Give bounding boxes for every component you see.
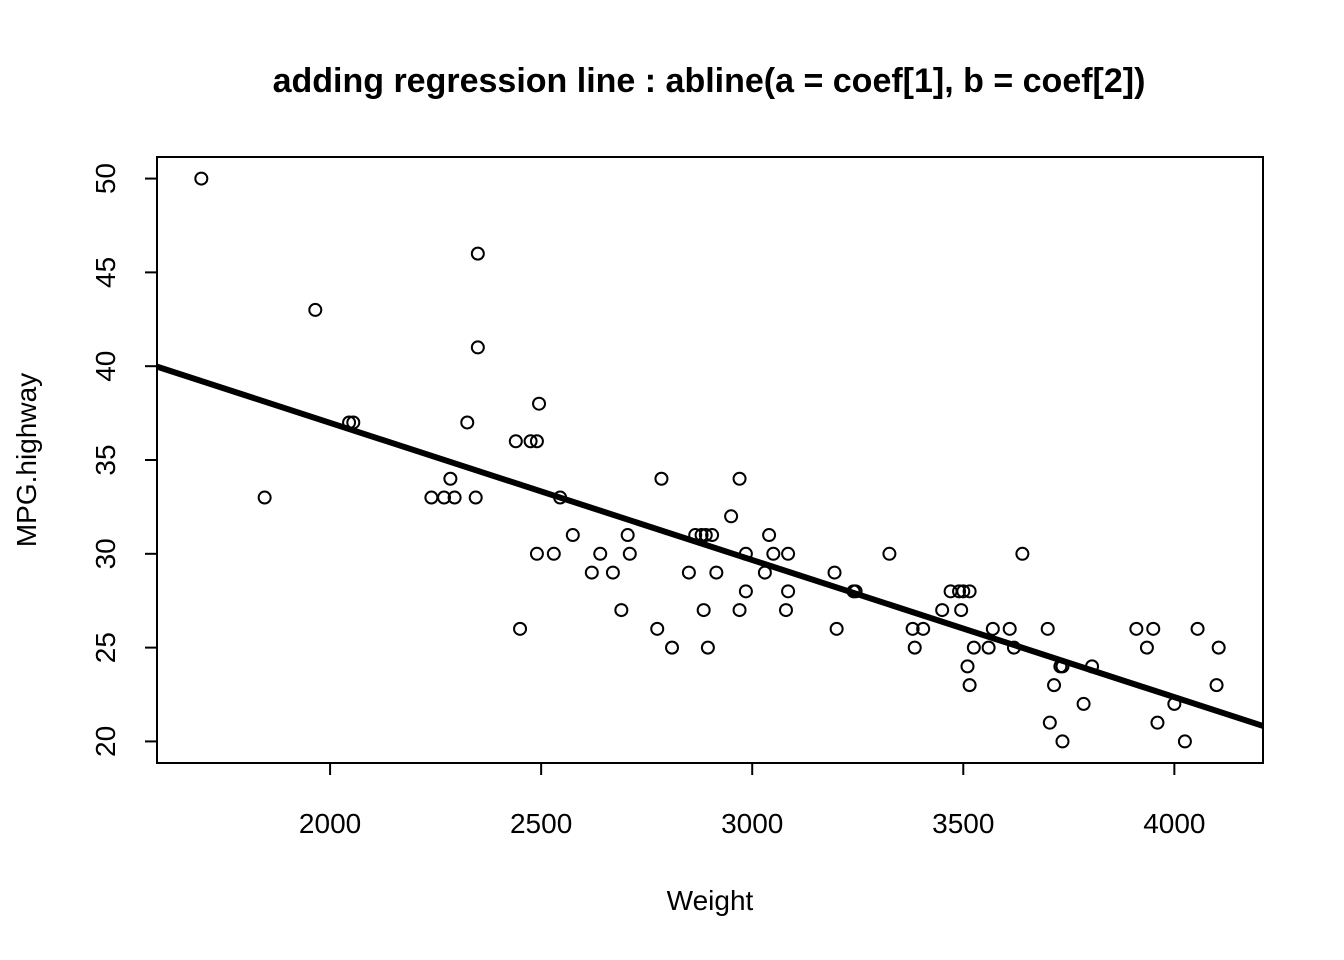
data-point: [424, 490, 439, 505]
data-point: [654, 471, 669, 486]
data-point: [447, 490, 462, 505]
data-point: [1055, 734, 1070, 749]
data-point: [1015, 546, 1030, 561]
data-point: [681, 565, 696, 580]
data-point: [620, 528, 635, 543]
data-point: [827, 565, 842, 580]
data-point: [985, 621, 1000, 636]
data-point: [443, 471, 458, 486]
data-point: [966, 640, 981, 655]
x-axis: 2000 2500 3000 3500 4000: [299, 762, 1205, 839]
data-point: [952, 584, 967, 599]
data-point: [905, 621, 920, 636]
y-tick-label: 20: [90, 726, 121, 757]
data-point: [960, 659, 975, 674]
data-point: [605, 565, 620, 580]
data-point: [1139, 640, 1154, 655]
data-point: [762, 528, 777, 543]
data-point: [529, 434, 544, 449]
y-tick-label: 40: [90, 351, 121, 382]
y-tick-label: 25: [90, 632, 121, 663]
data-point: [1002, 621, 1017, 636]
data-point: [981, 640, 996, 655]
data-point: [584, 565, 599, 580]
data-point: [732, 603, 747, 618]
data-point: [724, 509, 739, 524]
data-point: [1047, 678, 1062, 693]
data-point: [257, 490, 272, 505]
chart-title: adding regression line : abline(a = coef…: [273, 62, 1146, 100]
data-point: [696, 603, 711, 618]
data-point: [523, 434, 538, 449]
data-point: [308, 302, 323, 317]
data-point: [738, 584, 753, 599]
data-point: [665, 640, 680, 655]
data-point: [781, 584, 796, 599]
data-point: [732, 471, 747, 486]
x-tick-label: 3500: [932, 808, 994, 839]
data-point: [956, 584, 971, 599]
data-point: [709, 565, 724, 580]
data-point: [766, 546, 781, 561]
data-point: [954, 603, 969, 618]
data-point: [470, 340, 485, 355]
regression-line: [156, 363, 1264, 729]
y-tick-label: 45: [90, 257, 121, 288]
x-axis-label: Weight: [667, 885, 754, 916]
data-point: [513, 621, 528, 636]
data-point: [1209, 678, 1224, 693]
data-point: [546, 546, 561, 561]
data-point: [907, 640, 922, 655]
data-point: [565, 528, 580, 543]
data-point: [916, 621, 931, 636]
data-point: [437, 490, 452, 505]
regression-line-group: [156, 363, 1264, 729]
data-point: [194, 171, 209, 186]
data-point: [1040, 621, 1055, 636]
data-point: [508, 434, 523, 449]
data-point: [1177, 734, 1192, 749]
data-point: [1211, 640, 1226, 655]
data-point: [705, 528, 720, 543]
data-point: [962, 584, 977, 599]
y-axis: 20 25 30 35 40 45 50: [90, 163, 158, 757]
data-point: [962, 678, 977, 693]
data-point: [935, 603, 950, 618]
x-tick-label: 2500: [510, 808, 572, 839]
data-point: [614, 603, 629, 618]
data-point: [882, 546, 897, 561]
y-tick-label: 30: [90, 538, 121, 569]
y-tick-label: 35: [90, 444, 121, 475]
data-point: [1042, 715, 1057, 730]
data-point: [532, 396, 547, 411]
data-point: [781, 546, 796, 561]
data-point: [1146, 621, 1161, 636]
y-axis-label: MPG.highway: [11, 373, 42, 547]
data-point: [529, 546, 544, 561]
data-point: [1150, 715, 1165, 730]
data-point: [698, 528, 713, 543]
x-tick-label: 3000: [721, 808, 783, 839]
data-point: [778, 603, 793, 618]
data-point: [650, 621, 665, 636]
data-point: [1076, 696, 1091, 711]
data-point: [1190, 621, 1205, 636]
data-point: [468, 490, 483, 505]
data-point: [622, 546, 637, 561]
data-point: [700, 640, 715, 655]
data-points: [194, 171, 1226, 749]
data-point: [460, 415, 475, 430]
x-tick-label: 4000: [1143, 808, 1205, 839]
data-point: [470, 246, 485, 261]
x-tick-label: 2000: [299, 808, 361, 839]
data-point: [1129, 621, 1144, 636]
data-point: [593, 546, 608, 561]
data-point: [829, 621, 844, 636]
y-tick-label: 50: [90, 163, 121, 194]
